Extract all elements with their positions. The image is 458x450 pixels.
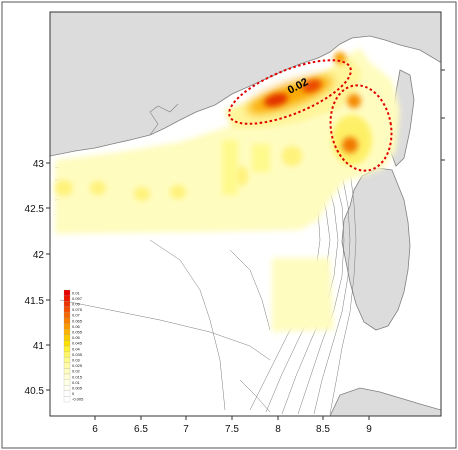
spot-4 xyxy=(170,185,186,199)
legend-swatch xyxy=(63,385,71,391)
legend-label: 0.065 xyxy=(72,318,83,323)
spot-1 xyxy=(55,180,73,196)
legend-label: 0.025 xyxy=(72,363,83,368)
red-core-2 xyxy=(302,79,322,93)
legend-label: 0.015 xyxy=(72,374,83,379)
legend-swatch xyxy=(63,334,71,341)
legend-swatch xyxy=(63,357,71,363)
sardinia xyxy=(329,387,441,416)
legend-label: 0.09 xyxy=(72,302,81,307)
legend-swatch xyxy=(63,345,71,352)
legend-swatch xyxy=(63,329,71,335)
legend-label: 0.04 xyxy=(72,346,81,351)
legend-swatch xyxy=(63,295,71,302)
y-tick-label: 43 xyxy=(33,159,45,170)
pale-south-box xyxy=(272,258,334,332)
legend-label: 0.045 xyxy=(72,341,83,346)
legend-label: 0.02 xyxy=(72,369,81,374)
legend-label: 0.06 xyxy=(72,324,81,329)
y-axis: 40.5 41 41.5 42 42.5 43 xyxy=(25,159,50,397)
legend-label: -0.005 xyxy=(72,397,84,402)
y-tick-label: 42 xyxy=(33,250,45,261)
legend-swatch xyxy=(63,323,71,330)
legend-label: 0.005 xyxy=(72,386,83,391)
highlight-ellipse-north xyxy=(228,59,352,125)
legend-label: 0 xyxy=(72,391,75,396)
plot-border xyxy=(49,11,442,417)
legend-label: 0.01 xyxy=(72,290,81,295)
legend-swatch xyxy=(63,351,71,358)
legend-swatch xyxy=(63,340,71,347)
x-tick-label: 9 xyxy=(366,424,372,435)
y-tick-label: 41.5 xyxy=(25,296,45,307)
legend-swatch xyxy=(63,379,71,386)
x-tick-label: 8 xyxy=(275,424,281,435)
y-tick-label: 42.5 xyxy=(25,204,45,215)
orange-spot-corsica-a xyxy=(347,94,361,108)
x-tick-label: 6 xyxy=(92,424,98,435)
x-tick-label: 7 xyxy=(183,424,189,435)
legend-swatch xyxy=(63,373,71,380)
yellow-patch-b xyxy=(252,144,270,172)
coast-detail xyxy=(149,103,179,136)
legend-swatch xyxy=(63,289,71,296)
highlight-ellipse-east xyxy=(329,84,393,172)
legend-label: 0.01 xyxy=(72,380,81,385)
legend-label: 0.097 xyxy=(72,296,83,301)
legend-swatch xyxy=(63,390,71,397)
orange-spot-top xyxy=(334,52,346,64)
spot-5 xyxy=(236,166,248,186)
right-ticks xyxy=(441,69,445,161)
legend: 0.010.0970.090.0750.070.0650.060.0550.05… xyxy=(63,289,84,403)
yellow-patch-a xyxy=(222,140,238,195)
red-core-1 xyxy=(264,93,288,107)
legend-label: 0.03 xyxy=(72,358,81,363)
legend-label: 0.075 xyxy=(72,307,83,312)
x-axis: 6 6.5 7 7.5 8 8.5 9 xyxy=(92,416,372,435)
legend-label: 0.035 xyxy=(72,352,83,357)
concentration-field xyxy=(55,48,400,332)
legend-swatch xyxy=(63,317,71,324)
legend-swatch xyxy=(63,312,71,319)
legend-swatch xyxy=(63,301,71,307)
legend-label: 0.05 xyxy=(72,335,81,340)
y-tick-label: 40.5 xyxy=(25,386,45,397)
yellow-patch-c xyxy=(282,146,302,166)
x-tick-label: 6.5 xyxy=(134,424,148,435)
x-tick-label: 7.5 xyxy=(225,424,239,435)
x-tick-label: 8.5 xyxy=(316,424,330,435)
legend-swatch xyxy=(63,362,71,369)
legend-label: 0.07 xyxy=(72,313,81,318)
legend-swatch xyxy=(63,368,71,375)
spot-3 xyxy=(134,187,150,201)
legend-label: 0.055 xyxy=(72,330,83,335)
y-tick-label: 41 xyxy=(33,341,45,352)
legend-swatch xyxy=(63,396,71,403)
legend-swatch xyxy=(63,306,71,313)
orange-spot-corsica-b xyxy=(342,137,358,153)
corsica xyxy=(341,167,411,331)
spot-2 xyxy=(90,181,106,195)
